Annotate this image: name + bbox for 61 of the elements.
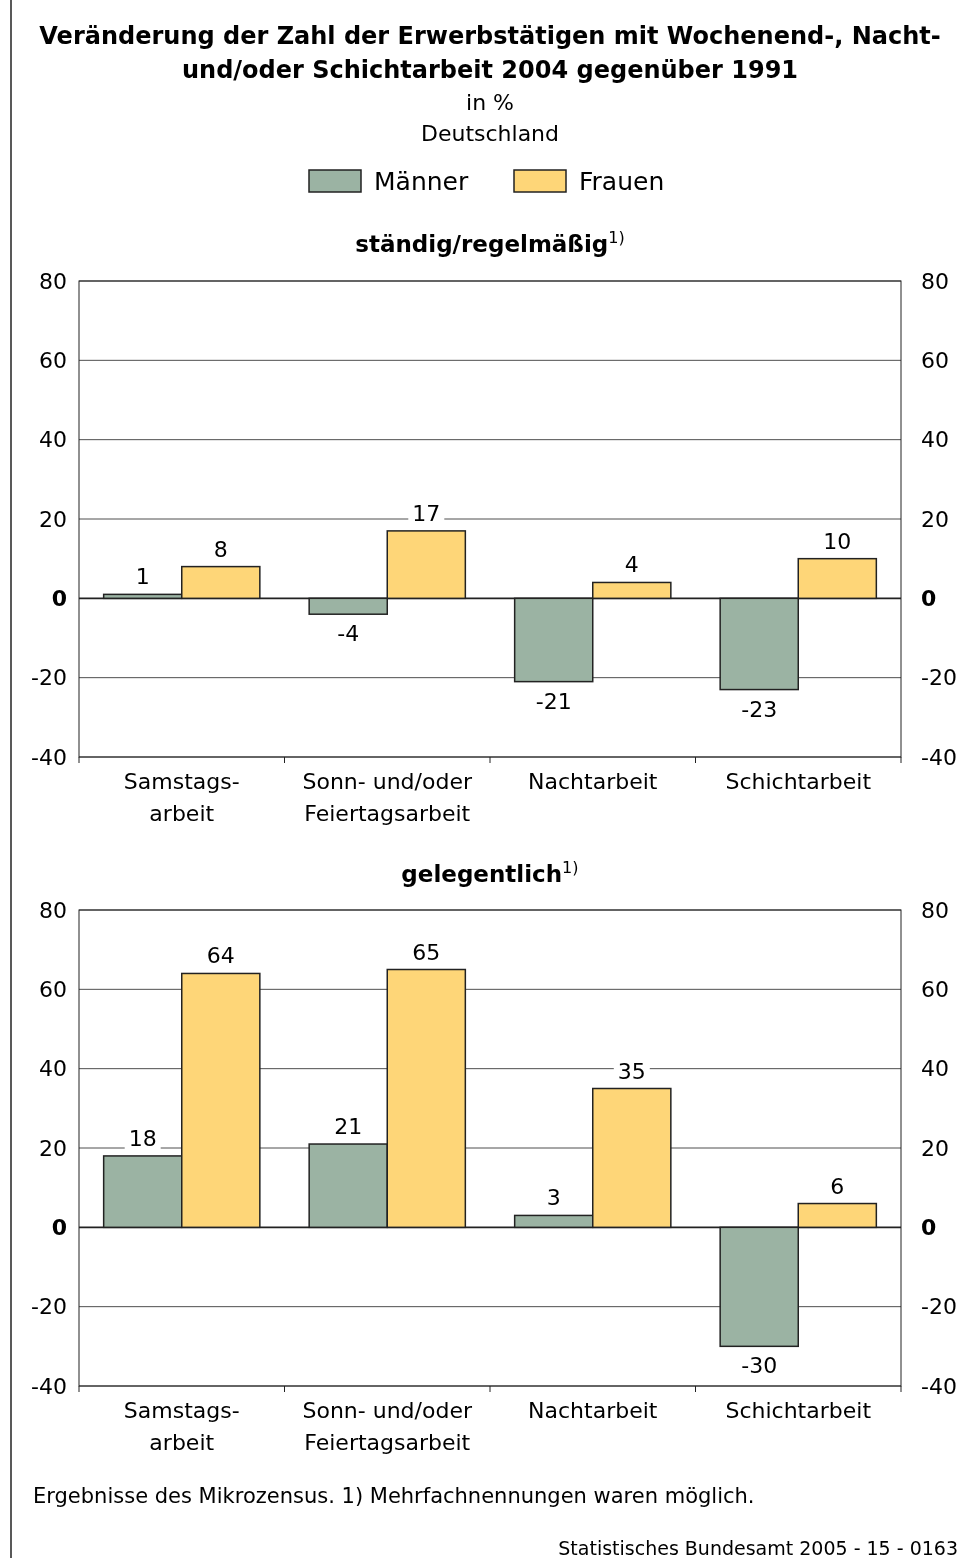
y-tick-label: 80 [39, 268, 67, 294]
y2-tick-label: 40 [921, 427, 949, 453]
y2-tick-label: 80 [921, 268, 949, 294]
x-tick-label: Nachtarbeit [528, 1398, 658, 1423]
y2-tick-label: 60 [921, 977, 949, 1003]
y2-tick-label: 40 [921, 1056, 949, 1082]
data-label: 18 [128, 1125, 157, 1151]
data-label: 8 [213, 536, 228, 562]
y2-tick-label: -20 [921, 665, 957, 691]
y2-tick-label: 20 [921, 1135, 949, 1161]
data-label: 64 [206, 943, 235, 969]
y-tick-label: 60 [39, 977, 67, 1003]
text: Statistisches Bundesamt 2005 - 15 - 0163 [558, 1537, 958, 1558]
y2-tick-label: 0 [921, 586, 937, 612]
y-tick-label: 20 [39, 506, 67, 532]
chart-title: gelegentlich$^{1)}$ [401, 857, 579, 887]
y2-tick-label: -40 [921, 744, 957, 770]
text: in % [466, 90, 514, 115]
x-tick-label: Nachtarbeit [528, 769, 658, 794]
y2-tick-label: 80 [921, 897, 949, 923]
data-label: 3 [546, 1185, 561, 1211]
data-label: 35 [617, 1058, 646, 1084]
text: Ergebnisse des Mikrozensus. 1) Mehrfachnennungen waren möglich. [33, 1484, 755, 1508]
data-label: 17 [412, 500, 441, 526]
y-tick-label: 0 [51, 1215, 67, 1241]
y2-tick-label: 60 [921, 348, 949, 374]
y-tick-label: -20 [31, 1294, 67, 1320]
x-tick-label: Sonn- und/oder Feiertagsarbeit [302, 1398, 473, 1455]
x-tick-label: Schichtarbeit [725, 769, 872, 794]
data-label: 21 [334, 1114, 363, 1140]
data-label: 4 [624, 552, 639, 578]
chart-subtitle: ständig/regelmäßig$^{1)}$ [355, 227, 625, 257]
data-label: 6 [830, 1173, 845, 1199]
y-tick-label: 20 [39, 1135, 67, 1161]
data-label: -30 [741, 1353, 778, 1379]
y-tick-label: -40 [31, 744, 67, 770]
data-label: -21 [535, 688, 572, 714]
x-tick-label: Samstags- arbeit [123, 1398, 240, 1455]
y2-tick-label: -20 [921, 1294, 957, 1320]
data-label: 1 [135, 564, 150, 590]
text: Deutschland [420, 121, 560, 146]
y2-tick-label: 20 [921, 506, 949, 532]
y2-tick-label: -40 [921, 1373, 957, 1399]
y-tick-label: 60 [39, 348, 67, 374]
y-tick-label: 40 [39, 427, 67, 453]
y-tick-label: 40 [39, 1056, 67, 1082]
y-tick-label: 0 [51, 586, 67, 612]
y-tick-label: -20 [31, 665, 67, 691]
y2-tick-label: 0 [921, 1215, 937, 1241]
x-tick-label: Schichtarbeit [725, 1398, 872, 1423]
data-label: -4 [337, 621, 360, 647]
x-tick-label: Samstags- arbeit [123, 769, 240, 826]
y-tick-label: -40 [31, 1373, 67, 1399]
legend-label: Frauen [579, 167, 665, 196]
y-tick-label: 80 [39, 897, 67, 923]
legend-label: Männer [374, 167, 469, 196]
data-label: 65 [412, 939, 441, 965]
chart-title: Veränderung der Zahl der Erwerbstätigen mit Wochenend-, Nacht- und/oder Schichtarbeit 2004 gegenüber 1991 [39, 22, 941, 84]
data-label: 10 [823, 528, 852, 554]
data-label: -23 [741, 696, 778, 722]
x-tick-label: Sonn- und/oder Feiertagsarbeit [302, 769, 473, 826]
